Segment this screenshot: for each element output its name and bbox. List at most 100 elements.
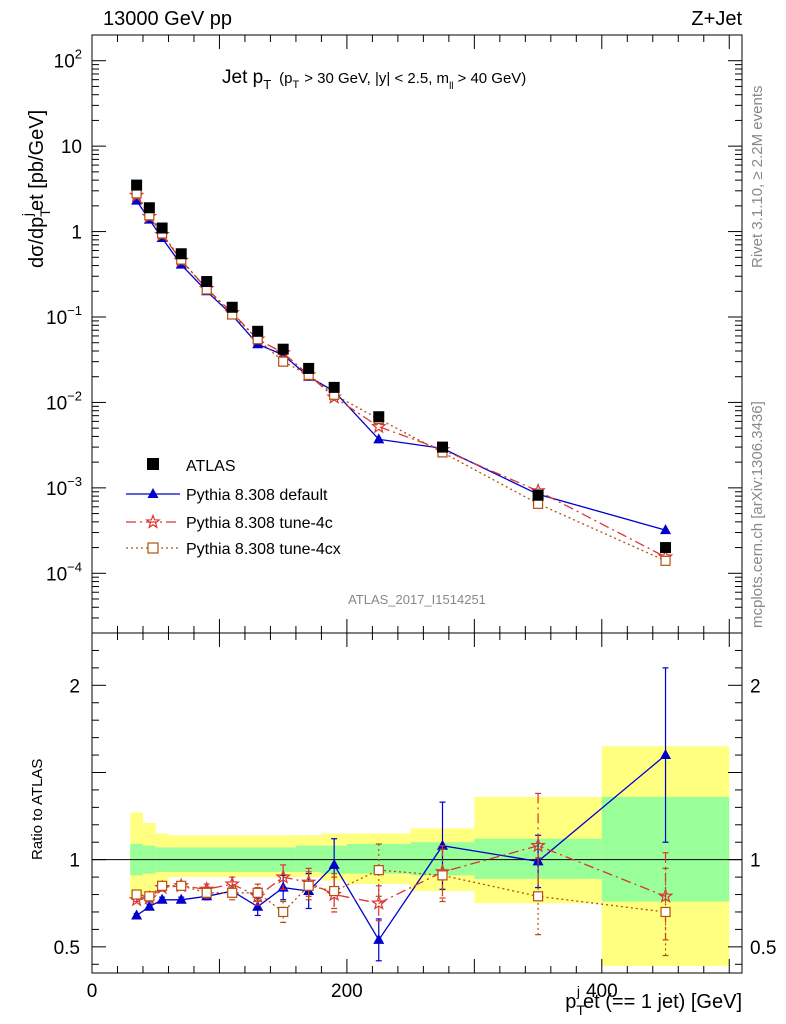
- ratio-y-tick-label-right: 0.5: [750, 938, 776, 959]
- plot-title-main: Jet p: [222, 67, 263, 88]
- y-tick-label: 10−4: [46, 559, 82, 585]
- x-axis-label-a: p: [565, 991, 576, 1013]
- ratio-point-t4cx: [156, 880, 168, 891]
- point-atlas: [532, 489, 544, 501]
- y-tick-label-base: 10: [54, 52, 75, 73]
- ratio-y-tick-label-right: 1: [750, 851, 761, 872]
- ratio-y-tick-label-right: 2: [750, 676, 761, 697]
- main-ylabel-sub: T: [37, 208, 53, 217]
- point-atlas: [226, 301, 238, 313]
- y-tick-label-exp: 2: [75, 47, 82, 62]
- ratio-point-def: [143, 900, 155, 911]
- point-atlas: [252, 325, 264, 337]
- ratio-point-t4cx: [278, 906, 289, 918]
- y-tick-label: 10−3: [46, 474, 82, 500]
- x-tick-label: 0: [87, 981, 98, 1002]
- ratio-point-t4cx: [660, 906, 671, 918]
- point-t4cx: [660, 555, 671, 566]
- ratio-point-def: [252, 900, 264, 911]
- point-atlas: [303, 362, 315, 374]
- ratio-ylabel: Ratio to ATLAS: [29, 759, 46, 860]
- point-t4c: [370, 418, 387, 434]
- ratio-plot-frame: [91, 632, 743, 974]
- point-def: [131, 194, 143, 205]
- legend-label-t4c: Pythia 8.308 tune-4c: [186, 515, 333, 532]
- x-axis-label-b: et (== 1 jet) [GeV]: [583, 991, 742, 1013]
- ratio-axis-ticks: 0.5 0.5 1 1 2 2: [54, 649, 776, 965]
- y-tick-label: 10: [61, 137, 82, 158]
- legend: ATLAS Pythia 8.308 default Pythia 8.308 …: [126, 458, 341, 558]
- point-atlas: [201, 276, 213, 288]
- point-t4cx: [278, 356, 289, 367]
- ratio-point-def: [131, 909, 143, 920]
- x-axis-label-sub: T: [576, 1002, 585, 1018]
- legend-marker-t4c: [145, 513, 161, 529]
- band-green: [295, 845, 322, 872]
- y-tick-label-base: 10: [46, 308, 67, 329]
- series-line-t4c: [136, 195, 666, 558]
- ratio-point-t4c: [370, 895, 387, 910]
- ratio-y-tick-label-left: 0.5: [54, 938, 80, 959]
- ratio-point-def: [373, 933, 385, 944]
- main-ylabel-a: dσ/dp: [26, 217, 48, 268]
- ratio-point-def: [328, 858, 340, 869]
- point-atlas: [143, 202, 155, 214]
- ratio-point-t4c: [530, 837, 546, 853]
- header-left: 13000 GeV pp: [103, 8, 232, 30]
- ratio-point-t4cx: [329, 885, 340, 897]
- ratio-series-group: [128, 667, 674, 962]
- plot-title-cond-open: (p: [279, 70, 292, 87]
- x-axis-ticks: 0 200 400: [87, 35, 730, 1002]
- x-axis-label: pTj et (== 1 jet) [GeV]: [565, 983, 742, 1018]
- series-line-t4cx: [136, 193, 666, 562]
- y-tick-label-base: 10: [46, 479, 67, 500]
- y-tick-label-exp: −2: [67, 388, 82, 403]
- legend-marker-def: [147, 488, 159, 498]
- series-line-def: [136, 200, 666, 531]
- y-tick-label-base: 10: [46, 564, 67, 585]
- mcplots-label: mcplots.cern.ch [arXiv:1306.3436]: [749, 401, 766, 628]
- legend-label-atlas: ATLAS: [186, 458, 236, 475]
- y-tick-label-base: 10: [46, 393, 67, 414]
- y-tick-label: 10−1: [46, 303, 82, 329]
- plot-title-cond-sub2: ll: [449, 81, 453, 92]
- y-tick-label-exp: −3: [67, 474, 82, 489]
- ratio-point-def: [175, 893, 187, 904]
- ratio-point-t4cx: [144, 891, 155, 902]
- ratio-point-t4cx: [201, 887, 212, 898]
- ratio-point-t4cx: [176, 880, 187, 891]
- point-atlas: [660, 542, 672, 554]
- point-atlas: [436, 441, 448, 453]
- ratio-point-t4c: [275, 868, 292, 884]
- y-tick-label: 10−2: [46, 388, 82, 414]
- ratio-point-def: [436, 839, 448, 850]
- ratio-point-def: [660, 749, 672, 760]
- plot-title-cond-close: > 40 GeV): [458, 70, 527, 87]
- ratio-point-t4cx: [437, 870, 448, 881]
- ratio-point-t4cx: [303, 880, 314, 891]
- legend-label-def: Pythia 8.308 default: [186, 487, 328, 504]
- plot-title-cond-sub: T: [293, 79, 300, 91]
- plot-title: Jet pT (pT > 30 GeV, |y| < 2.5, mll > 40 Ge…: [222, 67, 526, 92]
- analysis-watermark: ATLAS_2017_I1514251: [348, 592, 486, 607]
- header-right: Z+Jet: [691, 8, 742, 30]
- ratio-point-t4cx: [252, 887, 263, 898]
- point-atlas: [131, 179, 143, 191]
- main-ylabel-sup: j: [19, 213, 35, 217]
- ratio-line-t4c: [136, 845, 666, 904]
- ratio-point-def: [156, 893, 168, 904]
- plot-title-cond-mid: > 30 GeV, |y| < 2.5, m: [304, 70, 449, 87]
- point-atlas: [373, 411, 385, 423]
- point-atlas: [328, 381, 340, 393]
- x-axis-label-sup: j: [576, 983, 580, 999]
- x-tick-label: 400: [586, 981, 618, 1002]
- point-def: [373, 433, 385, 444]
- ratio-y-tick-label-left: 2: [69, 676, 80, 697]
- ratio-y-tick-label-left: 1: [69, 851, 80, 872]
- ratio-point-t4cx: [373, 865, 384, 876]
- y-tick-label: 1: [71, 223, 82, 244]
- main-ylabel-b: et [pb/GeV]: [26, 110, 48, 211]
- rivet-label: Rivet 3.1.10, ≥ 2.2M events: [749, 86, 766, 269]
